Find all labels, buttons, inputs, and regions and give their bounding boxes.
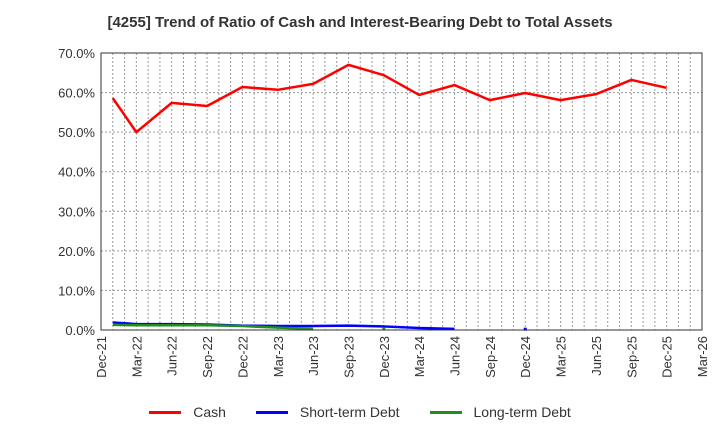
chart-title: [4255] Trend of Ratio of Cash and Intere… xyxy=(107,14,613,31)
x-tick-label: Jun-24 xyxy=(448,336,463,376)
x-tick-label: Jun-25 xyxy=(589,336,604,376)
x-tick-label: Mar-25 xyxy=(554,336,569,377)
series-line xyxy=(112,323,314,331)
y-axis-ticks: 0.0% 10.0% 20.0% 30.0% 40.0% 50.0% 60.0% 70.0% xyxy=(58,46,95,338)
x-tick-label: Dec-22 xyxy=(235,336,250,378)
legend-swatch-long-term-debt xyxy=(429,410,462,414)
x-tick-label: Dec-23 xyxy=(377,336,392,378)
legend: Cash Short-term Debt Long-term Debt xyxy=(0,404,720,420)
x-tick-label: Sep-22 xyxy=(200,336,215,378)
x-tick-label: Dec-24 xyxy=(518,336,533,378)
legend-item-cash: Cash xyxy=(149,404,226,420)
legend-label: Short-term Debt xyxy=(299,404,400,420)
x-tick-label: Sep-23 xyxy=(341,336,356,378)
x-axis-ticks: Dec-21 Mar-22 Jun-22 Sep-22 Dec-22 Mar-23 Jun-… xyxy=(94,336,710,378)
legend-item-long-term-debt: Long-term Debt xyxy=(429,404,571,420)
legend-swatch-cash xyxy=(149,410,182,414)
legend-label: Long-term Debt xyxy=(473,404,571,420)
data-series xyxy=(111,63,667,331)
y-tick-label: 50.0% xyxy=(58,125,95,140)
series-point xyxy=(523,327,527,331)
legend-swatch-short-term-debt xyxy=(255,410,288,414)
x-tick-label: Dec-25 xyxy=(660,336,675,378)
y-tick-label: 20.0% xyxy=(58,244,95,259)
y-tick-label: 0.0% xyxy=(65,323,95,338)
x-tick-label: Mar-22 xyxy=(129,336,144,377)
x-tick-label: Sep-25 xyxy=(624,336,639,378)
y-tick-label: 70.0% xyxy=(58,46,95,61)
x-tick-label: Jun-23 xyxy=(306,336,321,376)
x-tick-label: Dec-21 xyxy=(94,336,109,378)
y-tick-label: 60.0% xyxy=(58,86,95,101)
series-point xyxy=(382,327,386,331)
series-line xyxy=(111,63,667,134)
y-tick-label: 30.0% xyxy=(58,204,95,219)
x-tick-label: Mar-24 xyxy=(412,336,427,377)
grid-lines xyxy=(101,53,702,330)
legend-label: Cash xyxy=(193,404,226,420)
legend-item-short-term-debt: Short-term Debt xyxy=(255,404,400,420)
x-tick-label: Sep-24 xyxy=(483,336,498,378)
y-tick-label: 10.0% xyxy=(58,283,95,298)
x-tick-label: Mar-26 xyxy=(695,336,710,377)
plot-frame xyxy=(100,52,703,331)
x-tick-label: Jun-22 xyxy=(165,336,180,376)
y-tick-label: 40.0% xyxy=(58,165,95,180)
x-tick-label: Mar-23 xyxy=(271,336,286,377)
